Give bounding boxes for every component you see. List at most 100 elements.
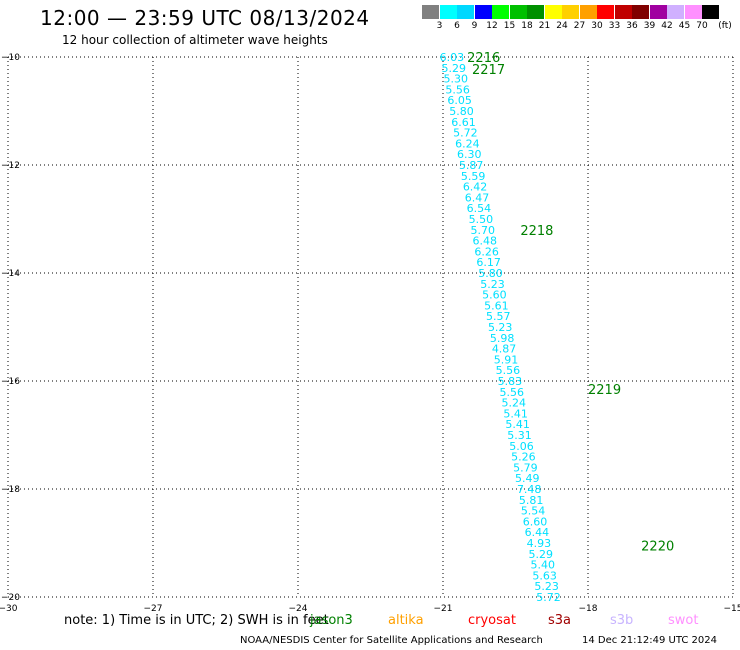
wave-height-value: 5.23 [480, 278, 505, 291]
wave-height-value: 5.70 [471, 224, 496, 237]
wave-height-value: 6.17 [476, 256, 501, 269]
wave-height-value: 4.87 [492, 343, 516, 356]
lat-tick-label: −18 [1, 485, 20, 495]
wave-height-value: 6.60 [523, 515, 548, 528]
wave-height-value: 5.49 [515, 472, 540, 485]
color-scale-label: 39 [643, 21, 656, 31]
lon-tick-label: −15 [724, 604, 740, 612]
wave-height-value: 6.30 [457, 148, 482, 161]
page-subtitle: 12 hour collection of altimeter wave hei… [62, 33, 328, 47]
color-swatch [492, 5, 509, 19]
satellite-cryosat: cryosat [468, 613, 516, 628]
color-swatch [684, 5, 702, 19]
color-scale-label: 24 [556, 21, 568, 31]
wave-height-value: 5.61 [484, 299, 509, 312]
wave-height-value: 6.48 [472, 235, 497, 248]
color-swatch [509, 5, 527, 19]
wave-height-value: 5.56 [500, 386, 525, 399]
wave-height-value: 5.87 [459, 159, 484, 172]
wave-height-value: 5.31 [507, 429, 532, 442]
wave-height-value: 5.57 [486, 310, 511, 323]
wave-height-value: 6.03 [440, 51, 465, 64]
wave-height-value: 6.26 [474, 245, 499, 258]
time-label: 2219 [588, 383, 621, 398]
color-scale-label: 21 [538, 21, 551, 31]
wave-height-value: 5.06 [509, 440, 534, 453]
wave-height-value: 5.41 [505, 418, 529, 431]
satellite-swot: swot [668, 613, 699, 628]
wave-height-value: 5.56 [496, 364, 521, 377]
time-label: 2220 [641, 540, 674, 555]
color-scale-label: 9 [471, 21, 478, 31]
color-scale-unit: (ft) [718, 21, 732, 31]
wave-height-value: 5.50 [469, 213, 494, 226]
color-scale-label: 12 [486, 21, 498, 31]
wave-height-value: 5.56 [445, 83, 470, 96]
color-swatch [667, 5, 684, 19]
time-label: 2216 [467, 51, 500, 66]
color-swatch [457, 5, 474, 19]
wave-height-value: 5.54 [521, 505, 546, 518]
wave-height-value: 5.29 [442, 62, 467, 75]
color-scale-label: 70 [696, 21, 708, 31]
wave-height-value: 5.26 [511, 451, 536, 464]
color-scale-label: 18 [521, 21, 533, 31]
wave-height-value: 5.79 [513, 461, 538, 474]
satellite-s3b: s3b [610, 613, 634, 628]
wave-height-value: 6.44 [525, 526, 550, 539]
color-swatch [544, 5, 562, 19]
wave-height-map: −30 −27 −24 −21 −18 −15 −10 −12 −14 −16 −18 −20 6.03… [0, 51, 740, 612]
wave-height-value: 5.81 [519, 494, 544, 507]
wave-height-value: 5.40 [530, 559, 555, 572]
color-swatch [649, 5, 667, 19]
wave-height-value: 5.24 [501, 397, 526, 410]
lat-tick-label: −12 [1, 161, 20, 171]
wave-height-value: 6.42 [463, 181, 488, 194]
page-title: 12:00 — 23:59 UTC 08/13/2024 [40, 6, 370, 30]
wave-height-value: 5.63 [532, 569, 557, 582]
generated-timestamp: 14 Dec 21:12:49 UTC 2024 [582, 635, 717, 646]
wave-height-value: 7.48 [517, 483, 542, 496]
color-scale-label: 42 [661, 21, 673, 31]
wave-height-value: 5.91 [494, 353, 519, 366]
lon-tick-label: −30 [0, 604, 18, 612]
wave-height-value: 5.23 [488, 321, 513, 334]
wave-height-value: 5.29 [529, 548, 554, 561]
lon-tick-label: −27 [144, 604, 163, 612]
satellite-altika: altika [388, 613, 424, 628]
wave-height-value: 5.98 [490, 332, 514, 345]
color-swatch [614, 5, 632, 19]
color-swatch [632, 5, 649, 19]
wave-height-value: 5.80 [478, 267, 503, 280]
color-swatch [439, 5, 457, 19]
wave-height-value: 5.60 [482, 289, 507, 302]
wave-height-value: 5.41 [503, 407, 527, 420]
color-scale-label: 3 [436, 21, 443, 31]
wave-height-value: 5.59 [461, 170, 486, 183]
lat-tick-label: −14 [1, 269, 20, 279]
credit-text: NOAA/NESDIS Center for Satellite Applica… [240, 635, 543, 646]
color-swatch [597, 5, 614, 19]
wave-height-value: 6.61 [451, 116, 476, 129]
wave-height-value: 5.72 [536, 591, 561, 604]
wave-height-value: 5.80 [449, 105, 474, 118]
lat-tick-label: −10 [1, 53, 20, 63]
color-swatch [579, 5, 597, 19]
color-swatch [702, 5, 719, 19]
satellite-jason3: jason3 [310, 613, 353, 628]
color-swatch [474, 5, 492, 19]
wave-height-value: 6.54 [467, 202, 492, 215]
color-swatch [562, 5, 579, 19]
color-scale-label: 27 [573, 21, 586, 31]
color-scale-label: 15 [503, 21, 516, 31]
wave-height-value: 6.05 [447, 94, 472, 107]
color-scale-label: 45 [678, 21, 691, 31]
color-scale-label: 36 [626, 21, 638, 31]
lat-tick-label: −16 [1, 377, 20, 387]
wave-height-value: 5.83 [498, 375, 523, 388]
wave-height-value: 6.24 [455, 137, 480, 150]
wave-height-value: 5.72 [453, 127, 478, 140]
note-text: note: 1) Time is in UTC; 2) SWH is in fe… [64, 613, 329, 628]
color-swatch [422, 5, 439, 19]
satellite-s3a: s3a [548, 613, 572, 628]
